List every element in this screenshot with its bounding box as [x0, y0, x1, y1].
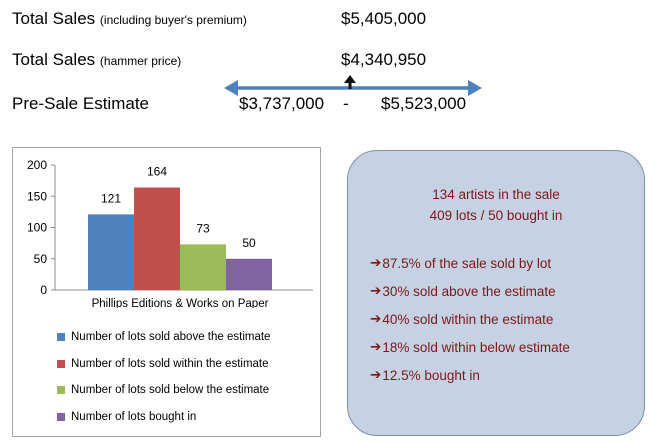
right-arrow-icon: ➔ [370, 311, 382, 326]
total-sales-hammer-value: $4,340,950 [341, 50, 427, 69]
stat-item-text: 30% sold above the estimate [382, 283, 556, 299]
legend-item: Number of lots sold within the estimate [57, 351, 270, 378]
stat-item: ➔ 12.5% bought in [370, 367, 480, 383]
legend-label: Number of lots sold below the estimate [71, 384, 270, 397]
stat-item-text: 40% sold within the estimate [382, 311, 554, 327]
legend-item: Number of lots bought in [57, 404, 270, 431]
stat-item: ➔ 18% sold within below estimate [370, 339, 570, 355]
bar-4 [226, 258, 272, 290]
bar-data-label: 164 [147, 165, 167, 179]
stat-item: ➔ 30% sold above the estimate [370, 283, 556, 299]
hammer-price-marker-stem [348, 83, 352, 89]
x-category-label: Phillips Editions & Works on Paper [92, 298, 269, 308]
legend-swatch [57, 413, 65, 422]
stat-item-text: 87.5% of the sale sold by lot [382, 255, 552, 271]
legend-label: Number of lots bought in [71, 411, 197, 424]
range-arrow-right-head [468, 80, 482, 96]
legend-label: Number of lots sold within the estimate [71, 357, 269, 370]
artists-count-text: 134 artists in the sale [432, 187, 560, 202]
right-arrow-icon: ➔ [370, 367, 382, 382]
presale-estimate-separator: - [343, 94, 349, 113]
estimate-range-arrow [224, 75, 482, 96]
bar-1 [88, 214, 134, 290]
total-sales-hammer-label-text: Total Sales [12, 50, 96, 69]
y-tick-label: 200 [27, 158, 47, 172]
y-tick-label: 150 [27, 189, 47, 203]
chart-legend: Number of lots sold above the estimate Nu… [57, 324, 270, 430]
legend-label: Number of lots sold above the estimate [71, 331, 271, 344]
bar-3 [180, 244, 226, 290]
y-tick-label: 100 [27, 221, 47, 235]
sale-stats-box: 134 artists in the sale 409 lots / 50 bo… [347, 150, 645, 436]
bar-data-label: 73 [196, 221, 210, 235]
y-tick-label: 0 [40, 283, 47, 297]
lots-count-text: 409 lots / 50 bought in [429, 208, 563, 223]
bar-chart: 0 50 100 150 200 121 164 73 50 Phillips Editions … [27, 158, 313, 308]
total-sales-label-text: Total Sales [12, 9, 96, 28]
bar-data-label: 50 [242, 236, 256, 250]
total-sales-hammer-label: Total Sales (hammer price) [12, 50, 181, 70]
stat-item: ➔ 87.5% of the sale sold by lot [370, 255, 551, 271]
legend-item: Number of lots sold below the estimate [57, 377, 270, 404]
right-arrow-icon: ➔ [370, 283, 382, 298]
hammer-price-marker [344, 75, 356, 83]
range-arrow-left-head [224, 80, 238, 96]
y-tick-label: 50 [34, 252, 48, 266]
buyers-premium-qualifier: (including buyer's premium) [99, 13, 247, 27]
bar-chart-panel: 0 50 100 150 200 121 164 73 50 Phillips Editions … [12, 147, 321, 437]
hammer-price-qualifier: (hammer price) [99, 54, 182, 68]
right-arrow-icon: ➔ [370, 339, 382, 354]
total-sales-premium-value: $5,405,000 [341, 9, 427, 28]
presale-estimate-label: Pre-Sale Estimate [12, 94, 149, 113]
right-arrow-icon: ➔ [370, 255, 382, 270]
bar-data-label: 121 [101, 191, 121, 205]
presale-estimate-low: $3,737,000 [239, 94, 325, 113]
stat-item: ➔ 40% sold within the estimate [370, 311, 553, 327]
bar-2 [134, 187, 180, 290]
stat-item-text: 12.5% bought in [382, 367, 480, 383]
stat-item-text: 18% sold within below estimate [382, 339, 570, 355]
legend-swatch [57, 333, 65, 342]
total-sales-premium-label: Total Sales (including buyer's premium) [12, 9, 247, 29]
legend-swatch [57, 359, 65, 368]
legend-item: Number of lots sold above the estimate [57, 324, 270, 351]
presale-estimate-high: $5,523,000 [381, 94, 467, 113]
legend-swatch [57, 386, 65, 395]
